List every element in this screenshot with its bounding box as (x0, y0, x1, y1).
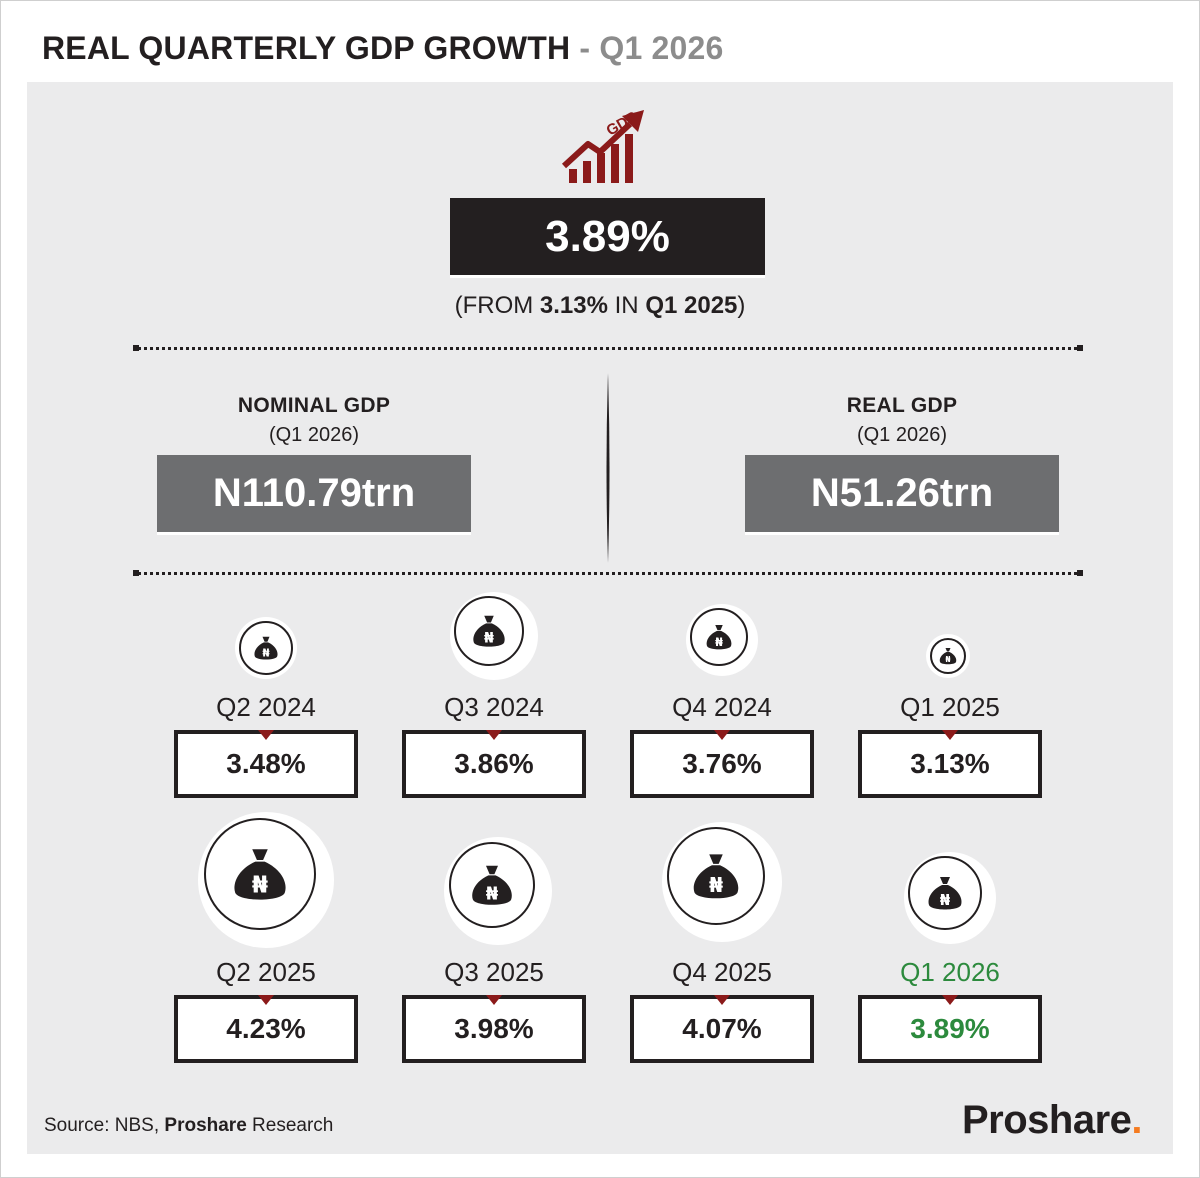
quarter-value-box: 3.13% (858, 730, 1042, 798)
quarter-label: Q4 2025 (672, 957, 772, 987)
title-separator: - (579, 30, 591, 66)
quarter-label: Q2 2024 (216, 692, 316, 722)
money-bag-naira-icon: ₦ (450, 592, 538, 680)
quarter-value: 4.07% (682, 1013, 762, 1044)
source-prefix: Source: NBS, (44, 1115, 165, 1136)
svg-text:₦: ₦ (940, 891, 951, 909)
nominal-gdp-period: (Q1 2026) (268, 424, 360, 446)
money-bag-naira-icon: ₦ (235, 617, 297, 679)
money-bag-naira-icon: ₦ (198, 812, 334, 948)
from-suffix: ) (737, 292, 746, 319)
gdp-growth-chart-icon: GDP (561, 108, 644, 183)
source-suffix: Research (246, 1115, 334, 1136)
quarter-value: 3.13% (910, 748, 990, 779)
svg-text:₦: ₦ (945, 655, 951, 664)
quarter-value-box: 3.98% (402, 995, 586, 1063)
headline-growth-value: 3.89% (450, 198, 765, 278)
previous-comparison: (FROM 3.13% IN Q1 2025) (0, 292, 1200, 320)
nominal-gdp-value: N110.79trn (157, 455, 471, 535)
real-gdp-value: N51.26trn (745, 455, 1059, 535)
divider-top (133, 345, 1083, 351)
from-period: Q1 2025 (645, 292, 738, 319)
brand-dot: . (1131, 1098, 1143, 1142)
red-notch-marker (258, 995, 274, 1005)
quarter-value: 3.86% (454, 748, 534, 779)
title-main: REAL QUARTERLY GDP GROWTH (42, 30, 571, 66)
divider-cap (1077, 570, 1083, 576)
red-notch-marker (942, 995, 958, 1005)
quarter-value: 4.23% (226, 1013, 306, 1044)
title-period: Q1 2026 (599, 30, 724, 66)
money-bag-naira-icon: ₦ (686, 604, 758, 676)
quarter-value: 3.98% (454, 1013, 534, 1044)
divider-cap (1077, 345, 1083, 351)
svg-text:₦: ₦ (262, 647, 270, 659)
money-bag-naira-icon: ₦ (444, 837, 552, 945)
brand-name: Proshare (962, 1098, 1132, 1142)
red-notch-marker (258, 730, 274, 740)
red-notch-marker (486, 995, 502, 1005)
real-gdp-period: (Q1 2026) (856, 424, 948, 446)
svg-text:₦: ₦ (252, 872, 268, 899)
from-prefix: (FROM (454, 292, 540, 319)
quarter-value: 3.76% (682, 748, 762, 779)
divider-bottom (133, 570, 1083, 576)
divider-cap (133, 570, 139, 576)
nominal-gdp-label: NOMINAL GDP (237, 394, 391, 417)
red-notch-marker (714, 730, 730, 740)
nominal-gdp-block: NOMINAL GDP (Q1 2026) N110.79trn (157, 394, 471, 535)
source-note: Source: NBS, Proshare Research (44, 1115, 333, 1137)
quarter-value-box: 3.86% (402, 730, 586, 798)
red-notch-marker (942, 730, 958, 740)
proshare-logo: Proshare. (962, 1098, 1143, 1143)
quarter-value-box: 4.23% (174, 995, 358, 1063)
real-gdp-label: REAL GDP (846, 394, 958, 417)
quarter-label: Q4 2024 (672, 692, 772, 722)
quarter-label: Q3 2024 (444, 692, 544, 722)
svg-text:₦: ₦ (709, 873, 723, 897)
money-bag-naira-icon: ₦ (904, 852, 996, 944)
from-mid: IN (607, 292, 646, 319)
quarter-label: Q1 2025 (900, 692, 1000, 722)
svg-text:₦: ₦ (715, 636, 723, 649)
svg-text:₦: ₦ (484, 630, 494, 646)
money-bag-naira-icon: ₦ (926, 634, 970, 678)
divider-cap (133, 345, 139, 351)
from-value: 3.13% (539, 292, 608, 319)
quarter-value: 3.89% (910, 1013, 990, 1044)
page-title: REAL QUARTERLY GDP GROWTH - Q1 2026 (42, 30, 724, 67)
source-bold: Proshare (164, 1115, 247, 1136)
real-gdp-block: REAL GDP (Q1 2026) N51.26trn (745, 394, 1059, 535)
quarter-value-box: 3.89% (858, 995, 1042, 1063)
quarter-value: 3.48% (226, 748, 306, 779)
vertical-divider (606, 373, 610, 563)
quarter-label: Q3 2025 (444, 957, 544, 987)
red-notch-marker (486, 730, 502, 740)
svg-text:₦: ₦ (486, 883, 499, 904)
quarter-value-box: 3.48% (174, 730, 358, 798)
quarter-label: Q2 2025 (216, 957, 316, 987)
quarter-value-box: 4.07% (630, 995, 814, 1063)
red-notch-marker (714, 995, 730, 1005)
quarter-value-box: 3.76% (630, 730, 814, 798)
quarter-label: Q1 2026 (900, 957, 1000, 987)
money-bag-naira-icon: ₦ (662, 822, 782, 942)
